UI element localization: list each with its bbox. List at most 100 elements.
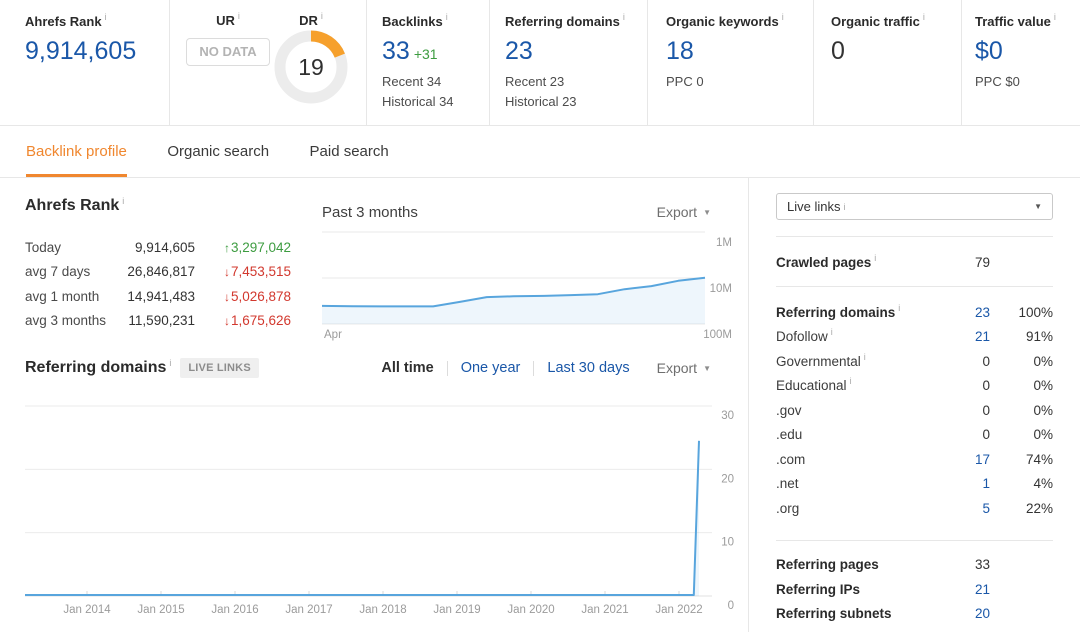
sidebar-row-percent: 0% — [1033, 427, 1053, 443]
sidebar-row-value[interactable]: 17 — [974, 451, 990, 467]
export-label: Export — [656, 204, 698, 220]
metric-label: UR — [216, 13, 235, 28]
svg-text:Jan 2016: Jan 2016 — [211, 604, 258, 616]
rank-table-row: Today 9,914,605 ↑3,297,042 — [25, 235, 291, 260]
sidebar-row-label: Referring IPs — [776, 581, 861, 597]
sidebar-row-value: 0 — [982, 427, 990, 443]
caret-down-icon: ▼ — [703, 364, 711, 373]
sidebar-row-label: .com — [776, 451, 806, 467]
sidebar-row-value: 0 — [982, 353, 990, 369]
arrow-down-icon: ↓ — [223, 265, 230, 280]
divider — [533, 360, 535, 376]
sidebar-row-label: Educational — [776, 378, 847, 394]
metric-historical: Historical 34 — [382, 94, 454, 109]
svg-text:1M: 1M — [716, 237, 732, 249]
rank-row-change: ↑3,297,042 — [195, 240, 291, 255]
sidebar-row-value[interactable]: 21 — [974, 329, 990, 345]
sidebar-row-value[interactable]: 20 — [974, 606, 990, 622]
sidebar-row-value[interactable]: 1 — [982, 476, 990, 492]
dr-block: DR 19 — [264, 13, 358, 110]
sidebar-row-value[interactable]: 5 — [982, 500, 990, 516]
metric-label: DR — [299, 13, 318, 28]
svg-text:Jan 2018: Jan 2018 — [359, 604, 406, 616]
no-data-badge: NO DATA — [186, 38, 270, 66]
metric-value: 0 — [831, 37, 845, 65]
metric-value: 9,914,605 — [25, 37, 137, 65]
svg-text:Jan 2021: Jan 2021 — [581, 604, 628, 616]
rank-row-value: 9,914,605 — [134, 239, 195, 255]
metric-ppc: PPC 0 — [666, 74, 704, 89]
domains-chart-export-button[interactable]: Export ▼ — [657, 360, 711, 376]
metric-label: Backlinks — [382, 14, 443, 29]
svg-text:100M: 100M — [703, 329, 732, 341]
rank-row-label: Today — [25, 239, 62, 255]
svg-text:Apr: Apr — [324, 329, 342, 341]
sidebar-row: Referring subnets 20 — [776, 602, 1053, 627]
sidebar-row-value: 0 — [982, 402, 990, 418]
svg-text:30: 30 — [721, 410, 734, 422]
tab-organic-search[interactable]: Organic search — [167, 143, 270, 160]
metric-label: Referring domains — [505, 14, 620, 29]
caret-down-icon: ▼ — [703, 208, 711, 217]
rank-chart-export-button[interactable]: Export ▼ — [657, 204, 711, 220]
rank-row-change-value: 3,297,042 — [230, 239, 291, 255]
sidebar-row: .net 1 4% — [776, 472, 1053, 497]
live-links-badge: LIVE LINKS — [180, 358, 259, 378]
time-range-filters: All time One year Last 30 days Export ▼ — [368, 360, 711, 376]
svg-text:20: 20 — [721, 473, 734, 485]
rank-table-row: avg 7 days 26,846,817 ↓7,453,515 — [25, 260, 291, 285]
filter-one-year[interactable]: One year — [460, 360, 521, 376]
metric-referring-domains: Referring domains 23 Recent 23 Historica… — [490, 0, 648, 125]
referring-domains-chart: 30 20 10 0 Jan 2014 Jan 2015 Jan 2016 Jan 2017 J… — [25, 405, 734, 616]
arrow-up-icon: ↑ — [223, 240, 230, 255]
filter-all-time[interactable]: All time — [381, 360, 434, 376]
main-panel: Ahrefs Rank Today 9,914,605 ↑3,297,042 avg … — [0, 178, 748, 632]
metric-historical: Historical 23 — [505, 94, 577, 109]
sidebar-row-value[interactable]: 23 — [974, 304, 990, 320]
export-label: Export — [656, 360, 698, 376]
stats-sidebar: Live links ▼ Crawled pages 79 Referring … — [748, 178, 1080, 632]
metric-label: Ahrefs Rank — [25, 14, 102, 29]
svg-text:Jan 2020: Jan 2020 — [507, 604, 554, 616]
svg-text:Jan 2022: Jan 2022 — [655, 604, 702, 616]
rank-table: Today 9,914,605 ↑3,297,042 avg 7 days 26,846… — [25, 235, 291, 333]
svg-text:0: 0 — [728, 600, 734, 612]
rank-row-change-value: 1,675,626 — [230, 313, 291, 329]
divider — [446, 360, 448, 376]
sidebar-row-value[interactable]: 21 — [974, 581, 990, 597]
filter-last-30-days[interactable]: Last 30 days — [547, 360, 630, 376]
metric-delta: +31 — [413, 46, 438, 62]
crawled-pages-label: Crawled pages — [776, 254, 872, 270]
sidebar-row-percent: 0% — [1033, 402, 1053, 418]
rank-row-change: ↓5,026,878 — [195, 289, 291, 304]
rank-row-label: avg 1 month — [25, 288, 100, 304]
metric-backlinks: Backlinks 33 +31 Recent 34 Historical 34 — [367, 0, 490, 125]
sidebar-row-percent: 22% — [1025, 500, 1053, 516]
metric-traffic-value: Traffic value $0 PPC $0 — [962, 0, 1080, 125]
metric-ur-dr: UR NO DATA DR 19 — [170, 0, 367, 125]
rank-row-change-value: 5,026,878 — [230, 288, 291, 304]
sidebar-bottom-rows: Referring pages 33 Referring IPs 21 Referrin… — [776, 553, 1053, 627]
sidebar-row: .edu 0 0% — [776, 423, 1053, 448]
divider — [776, 286, 1053, 287]
tab-paid-search[interactable]: Paid search — [309, 143, 389, 160]
metric-value[interactable]: 33 — [382, 37, 410, 65]
sidebar-row-label: Referring pages — [776, 557, 879, 573]
crawled-pages-row: Crawled pages 79 — [776, 249, 1053, 275]
sidebar-row-percent: 91% — [1025, 329, 1053, 345]
tab-backlink-profile[interactable]: Backlink profile — [26, 126, 127, 177]
rank-row-value: 26,846,817 — [127, 264, 195, 280]
dr-gauge-arc — [274, 30, 348, 104]
rank-history-chart: 1M 10M 100M Apr — [322, 231, 732, 341]
metric-value[interactable]: 18 — [666, 37, 694, 65]
sidebar-row: Governmental 0 0% — [776, 349, 1053, 374]
dr-value: 19 — [298, 54, 324, 80]
metric-value[interactable]: 23 — [505, 37, 533, 65]
sidebar-row-percent: 0% — [1033, 353, 1053, 369]
rank-row-change: ↓7,453,515 — [195, 264, 291, 279]
metric-value[interactable]: $0 — [975, 37, 1003, 65]
sidebar-row-label: .gov — [776, 402, 802, 418]
svg-text:Jan 2015: Jan 2015 — [137, 604, 184, 616]
live-links-dropdown[interactable]: Live links ▼ — [776, 193, 1053, 220]
arrow-down-icon: ↓ — [223, 314, 230, 329]
